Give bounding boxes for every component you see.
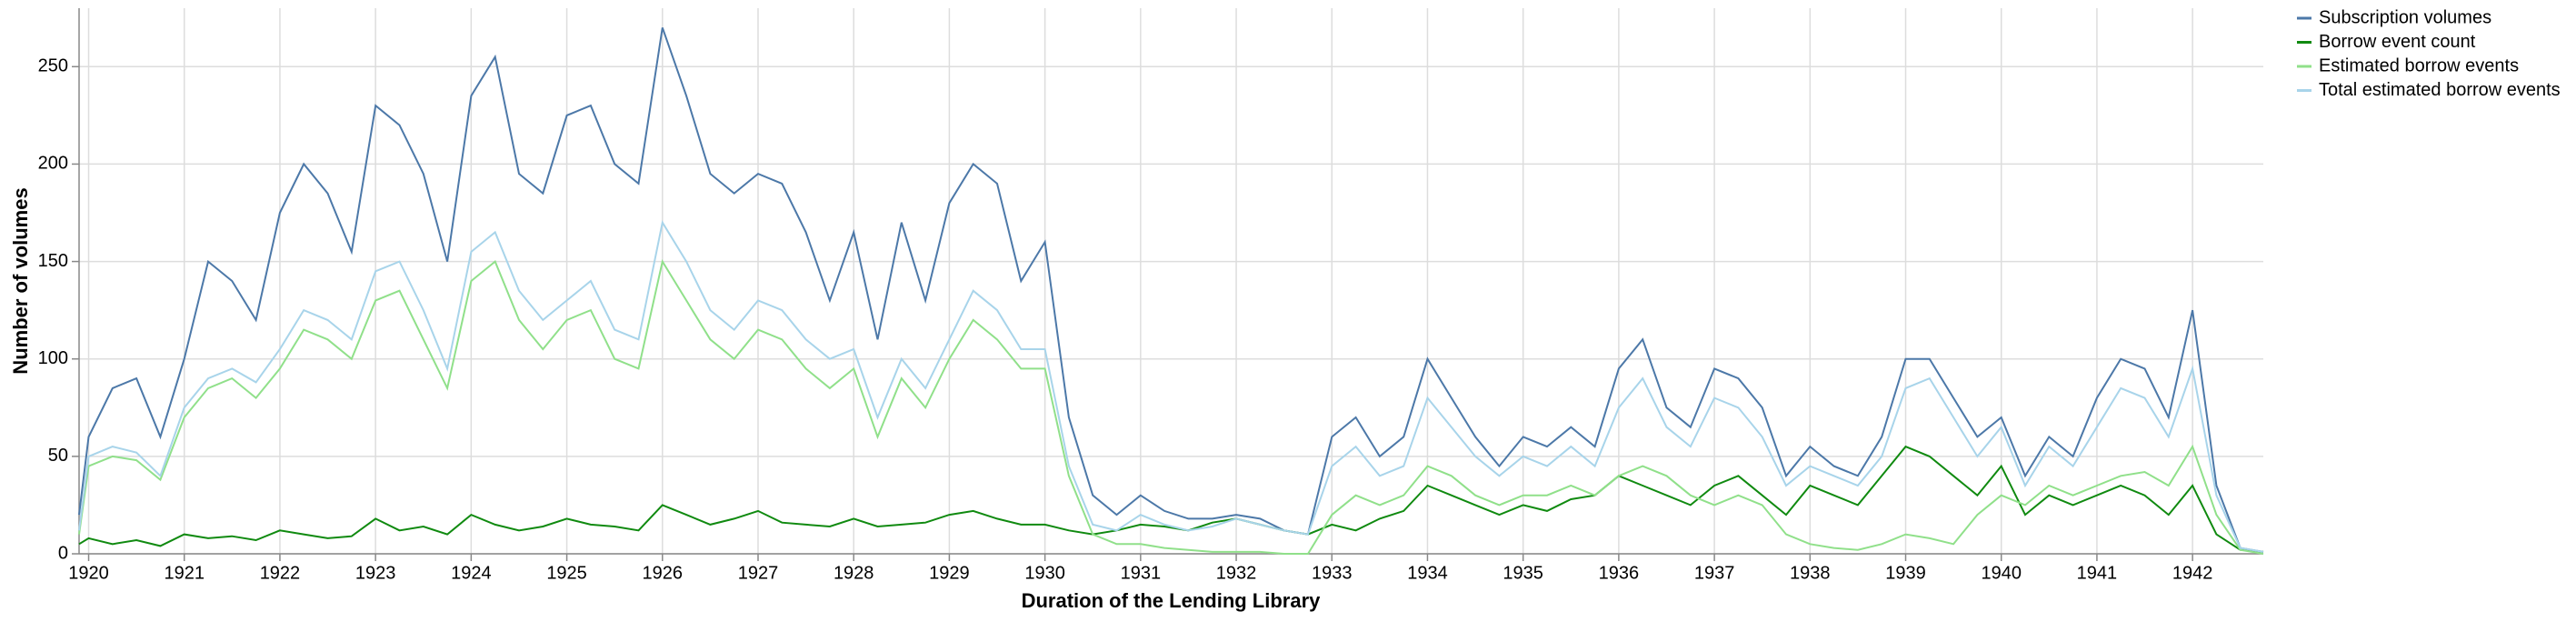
x-tick-label: 1927	[738, 563, 779, 583]
x-axis-title: Duration of the Lending Library	[1022, 589, 1322, 612]
legend-label: Total estimated borrow events	[2319, 80, 2561, 100]
x-tick-label: 1941	[2077, 563, 2118, 583]
x-tick-label: 1920	[68, 563, 109, 583]
x-tick-label: 1936	[1599, 563, 1640, 583]
series-line	[78, 258, 2264, 555]
legend-label: Subscription volumes	[2319, 7, 2491, 27]
x-tick-label: 1924	[451, 563, 492, 583]
legend-label: Borrow event count	[2319, 32, 2476, 52]
x-tick-label: 1938	[1790, 563, 1831, 583]
y-axis-title: Number of volumes	[9, 187, 32, 374]
x-tick-label: 1930	[1024, 563, 1065, 583]
y-tick-label: 100	[38, 348, 68, 368]
x-tick-label: 1939	[1885, 563, 1926, 583]
x-tick-label: 1923	[355, 563, 396, 583]
x-tick-label: 1942	[2172, 563, 2213, 583]
x-tick-label: 1937	[1694, 563, 1735, 583]
x-tick-label: 1934	[1407, 563, 1448, 583]
x-tick-label: 1929	[929, 563, 970, 583]
y-tick-label: 50	[48, 446, 68, 466]
x-tick-label: 1935	[1503, 563, 1543, 583]
x-tick-label: 1922	[260, 563, 301, 583]
x-tick-label: 1921	[164, 563, 205, 583]
x-tick-label: 1926	[643, 563, 684, 583]
y-tick-label: 250	[38, 56, 68, 76]
y-tick-label: 150	[38, 251, 68, 271]
series-line	[78, 27, 2264, 553]
x-tick-label: 1925	[546, 563, 587, 583]
series-line	[78, 445, 2264, 553]
series-line	[78, 220, 2264, 553]
x-tick-label: 1940	[1981, 563, 2022, 583]
legend-label: Estimated borrow events	[2319, 55, 2519, 75]
y-tick-label: 0	[58, 543, 68, 563]
x-tick-label: 1933	[1312, 563, 1353, 583]
x-tick-label: 1928	[834, 563, 874, 583]
x-tick-label: 1931	[1121, 563, 1162, 583]
x-tick-label: 1932	[1216, 563, 1257, 583]
y-tick-label: 200	[38, 154, 68, 174]
